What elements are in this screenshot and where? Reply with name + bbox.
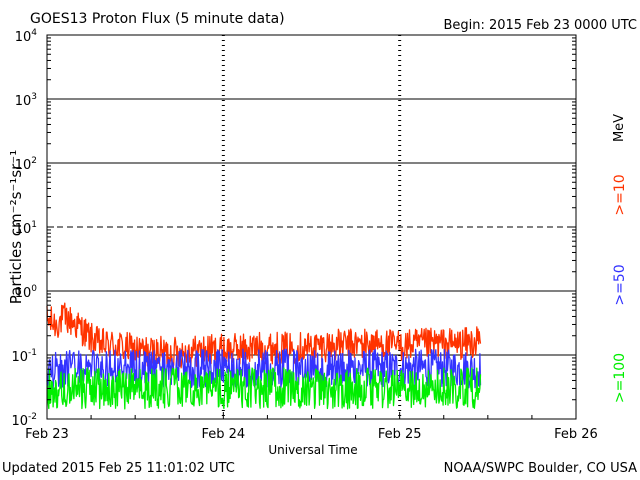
plot-frame xyxy=(46,34,577,420)
legend-unit-label: MeV xyxy=(612,114,627,142)
legend-entry-1: >=50 xyxy=(612,264,628,305)
series-lines xyxy=(46,302,482,410)
y-tick-label: 103 xyxy=(15,92,37,109)
series-line-2 xyxy=(46,367,482,410)
begin-time-label: Begin: 2015 Feb 23 0000 UTC xyxy=(443,18,637,33)
updated-timestamp: Updated 2015 Feb 25 11:01:02 UTC xyxy=(2,461,235,476)
y-tick-label: 10-1 xyxy=(11,348,37,365)
x-tick-label: Feb 23 xyxy=(25,427,69,442)
legend-entry-0: >=10 xyxy=(612,174,628,215)
legend: MeV >=10 >=50 >=100 xyxy=(612,114,628,403)
y-axis-label: Particles cm⁻²s⁻¹sr⁻¹ xyxy=(7,150,25,304)
y-tick-label: 104 xyxy=(15,28,38,45)
credit-label: NOAA/SWPC Boulder, CO USA xyxy=(444,461,637,476)
x-tick-label: Feb 25 xyxy=(378,427,422,442)
chart-title: GOES13 Proton Flux (5 minute data) xyxy=(30,11,285,27)
legend-entry-2: >=100 xyxy=(612,353,628,403)
x-tick-label: Feb 24 xyxy=(201,427,245,442)
x-tick-label: Feb 26 xyxy=(554,427,598,442)
x-axis-label: Universal Time xyxy=(268,443,357,457)
